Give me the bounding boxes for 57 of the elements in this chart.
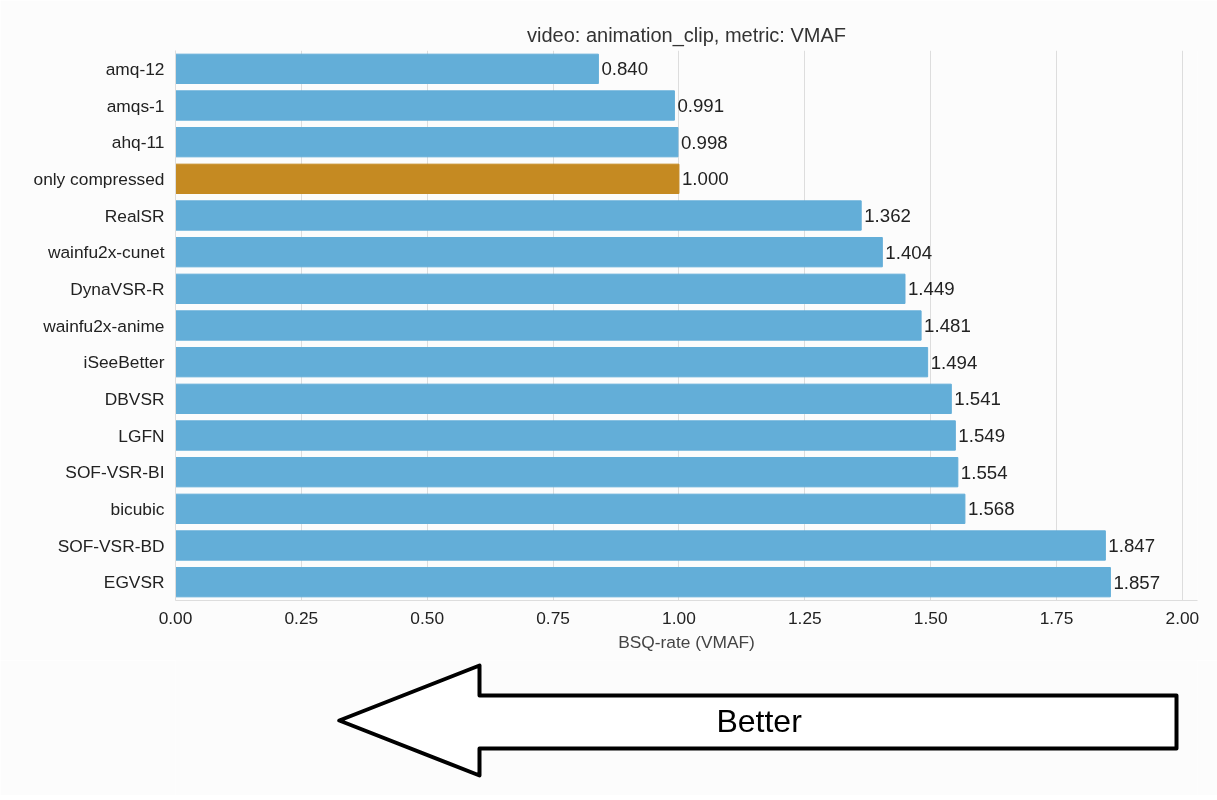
x-tick-label: 1.75: [1039, 607, 1074, 628]
y-tick-label: DBVSR: [104, 388, 165, 409]
y-tick-label: SOF-VSR-BI: [65, 462, 165, 483]
data-label: 1.404: [885, 241, 933, 263]
y-tick-label: iSeeBetter: [83, 352, 165, 373]
data-label: 0.991: [677, 95, 725, 116]
bar: [175, 273, 906, 304]
data-label: 1.494: [930, 351, 978, 373]
data-label: 0.840: [601, 58, 649, 80]
y-tick-label: only compressed: [33, 168, 165, 189]
data-label: 1.449: [908, 278, 955, 300]
bar: [175, 530, 1106, 561]
y-tick-label: amqs-1: [106, 95, 165, 116]
y-tick-label: bicubic: [110, 498, 165, 519]
bar: [175, 457, 959, 488]
bar: [175, 493, 966, 524]
y-tick-label: LGFN: [118, 425, 165, 446]
bar: [175, 567, 1111, 598]
x-tick-label: 1.50: [913, 607, 948, 628]
y-tick-label: SOF-VSR-BD: [57, 535, 165, 556]
data-label: 1.481: [924, 315, 971, 336]
bar: [175, 90, 675, 121]
bar: [175, 200, 862, 231]
x-tick-label: 1.25: [787, 607, 822, 628]
y-tick-label: RealSR: [104, 205, 165, 226]
y-tick-label: amq-12: [105, 58, 165, 79]
data-label: 1.362: [864, 205, 911, 226]
x-axis-title: BSQ-rate (VMAF): [618, 631, 755, 652]
x-tick-label: 0.75: [536, 607, 570, 628]
x-tick-label: 0.00: [158, 607, 193, 628]
y-tick-label: wainfu2x-anime: [42, 315, 165, 336]
data-label: 1.847: [1108, 535, 1156, 556]
bar: [175, 163, 680, 194]
x-tick-label: 0.50: [410, 607, 445, 628]
y-tick-label: wainfu2x-cunet: [46, 242, 165, 263]
bar: [175, 383, 952, 414]
bar: [175, 347, 929, 378]
bar: [175, 237, 883, 268]
y-tick-label: DynaVSR-R: [70, 278, 165, 299]
bar: [175, 420, 956, 451]
x-tick-label: 0.25: [284, 607, 319, 628]
y-tick-label: EGVSR: [103, 572, 165, 593]
x-tick-label: 2.00: [1165, 607, 1200, 628]
data-label: 1.568: [967, 498, 1015, 520]
text: Better: [716, 702, 803, 739]
chart-title: video: animation_clip, metric: VMAF: [527, 23, 847, 47]
bar: [175, 127, 679, 158]
y-tick-label: ahq-11: [111, 132, 165, 153]
data-label: 1.000: [681, 168, 729, 190]
x-tick-label: 1.00: [662, 607, 696, 628]
data-label: 1.857: [1113, 571, 1161, 593]
data-label: 1.554: [960, 461, 1008, 483]
data-label: 0.998: [680, 131, 728, 153]
bar: [175, 53, 599, 84]
data-label: 1.541: [954, 388, 1001, 410]
data-label: 1.549: [958, 425, 1006, 446]
bar: [175, 310, 922, 341]
